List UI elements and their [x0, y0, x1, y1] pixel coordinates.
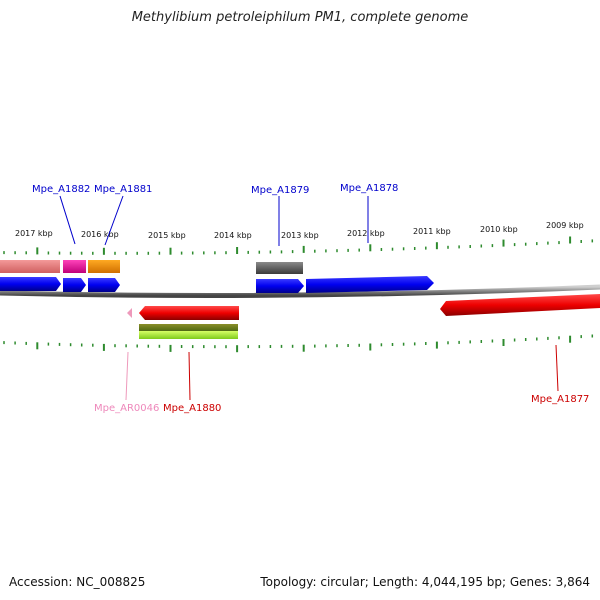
leader-ar0046 [125, 351, 129, 401]
scale-label-2012: 2012 kbp [347, 229, 385, 238]
cds-arrow-forward-1[interactable] [0, 277, 61, 291]
scale-labels: 2017 kbp 2016 kbp 2015 kbp 2014 kbp 2013… [15, 221, 584, 240]
leader-a1881 [104, 195, 124, 246]
gene-label-a1880[interactable]: Mpe_A1880 [163, 403, 221, 414]
gene-label-ar0046[interactable]: Mpe_AR0046 [94, 403, 159, 414]
scale-label-2016: 2016 kbp [81, 230, 119, 239]
cds-arrow-forward-a1882[interactable] [63, 278, 86, 292]
gene-label-a1878[interactable]: Mpe_A1878 [340, 183, 398, 194]
scale-ticks-bottom [3, 334, 594, 353]
accession-text: Accession: NC_008825 [9, 575, 146, 589]
cds-arrow-forward-a1881[interactable] [88, 278, 120, 292]
scale-label-2017: 2017 kbp [15, 229, 53, 238]
feature-salmon[interactable] [0, 260, 60, 273]
genome-title: Methylibium petroleiphilum PM1, complete… [131, 10, 469, 25]
feature-lime[interactable] [139, 331, 238, 339]
genome-backbone [0, 284, 600, 298]
gene-label-a1881[interactable]: Mpe_A1881 [94, 184, 152, 195]
leader-a1877 [555, 344, 559, 392]
feature-gray[interactable] [256, 262, 303, 274]
gene-labels: Mpe_A1882 Mpe_A1881 Mpe_A1879 Mpe_A1878 … [32, 183, 589, 414]
feature-olive[interactable] [139, 324, 238, 331]
leader-a1882 [59, 195, 76, 245]
leader-a1880 [188, 351, 191, 401]
cds-arrow-reverse-a1880[interactable] [139, 306, 239, 320]
cds-arrow-forward-a1878[interactable] [306, 276, 434, 293]
scale-label-2014: 2014 kbp [214, 231, 252, 240]
label-leaders [59, 195, 559, 401]
gene-label-a1877[interactable]: Mpe_A1877 [531, 394, 589, 405]
scale-label-2015: 2015 kbp [148, 231, 186, 240]
feature-orange[interactable] [88, 260, 120, 273]
cds-arrow-reverse-a1877[interactable] [440, 294, 600, 316]
genome-stats-text: Topology: circular; Length: 4,044,195 bp… [260, 575, 590, 589]
scale-ticks-top [3, 236, 594, 255]
scale-label-2009: 2009 kbp [546, 221, 584, 230]
scale-label-2013: 2013 kbp [281, 231, 319, 240]
rna-arrow-ar0046[interactable] [127, 308, 132, 318]
gene-label-a1879[interactable]: Mpe_A1879 [251, 185, 309, 196]
feature-magenta[interactable] [63, 260, 86, 273]
gene-label-a1882[interactable]: Mpe_A1882 [32, 184, 90, 195]
scale-label-2010: 2010 kbp [480, 225, 518, 234]
scale-label-2011: 2011 kbp [413, 227, 451, 236]
cds-arrow-forward-a1879[interactable] [256, 279, 304, 293]
